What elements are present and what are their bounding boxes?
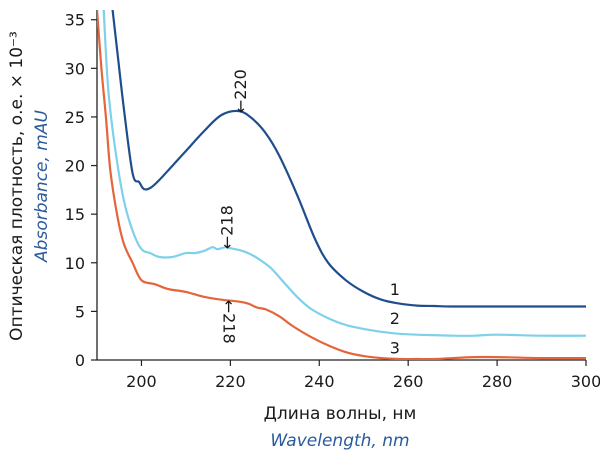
x-axis-title: Длина волны, нм (264, 404, 417, 424)
x-ticks: 200 220 240 260 280 300 (126, 360, 600, 391)
y-axis-title: Оптическая плотность, о.е. × 10⁻³ (7, 31, 27, 341)
y-tick-label: 5 (75, 302, 85, 321)
series-2-line (102, 10, 586, 337)
peak-annotations: ←220 ←218 ←218 (217, 69, 249, 344)
peak-annotation: ←220 (231, 69, 250, 113)
x-axis-title-en: Wavelength, nm (270, 431, 409, 451)
y-tick-label: 20 (65, 157, 85, 176)
y-tick-label: 10 (65, 254, 85, 273)
series-3-line (97, 10, 586, 360)
curve-label: 3 (390, 338, 400, 357)
series-1-line (111, 10, 586, 308)
curve-label: 2 (390, 309, 400, 328)
x-tick-label: 200 (126, 372, 157, 391)
y-tick-label: 0 (75, 351, 85, 370)
y-axis-title-en: Absorbance, mAU (32, 110, 52, 263)
peak-annotation: ←218 (219, 300, 238, 344)
y-tick-label: 35 (65, 11, 85, 30)
y-tick-label: 25 (65, 108, 85, 127)
y-tick-label: 15 (65, 205, 85, 224)
peak-annotation: ←218 (217, 205, 236, 249)
curve-label: 1 (390, 280, 400, 299)
x-tick-label: 240 (304, 372, 335, 391)
curve-labels: 1 2 3 (390, 280, 400, 357)
y-ticks: 0 5 10 15 20 25 30 35 (65, 11, 97, 370)
curves (97, 10, 586, 360)
x-tick-label: 220 (215, 372, 246, 391)
x-tick-label: 300 (571, 372, 600, 391)
y-tick-label: 30 (65, 59, 85, 78)
x-tick-label: 280 (482, 372, 513, 391)
x-tick-label: 260 (393, 372, 424, 391)
